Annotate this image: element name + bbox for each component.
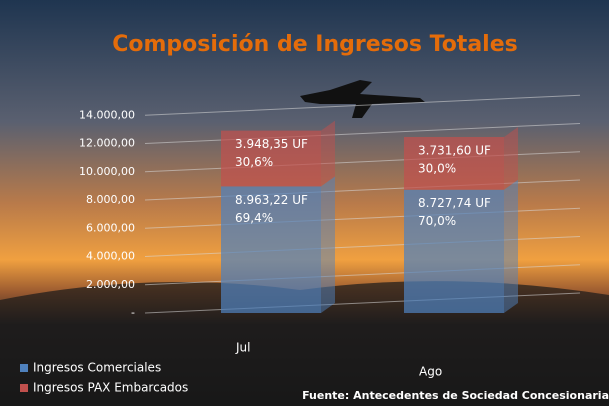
legend-label: Ingresos Comerciales bbox=[33, 361, 161, 375]
share-label: 69,4% bbox=[235, 211, 273, 225]
y-tick-label: 4.000,00 bbox=[86, 250, 135, 263]
bar-segment bbox=[221, 186, 321, 313]
share-label: 30,0% bbox=[418, 162, 456, 176]
value-label: 8.963,22 UF bbox=[235, 193, 308, 207]
value-label: 8.727,74 UF bbox=[418, 196, 491, 210]
x-tick-label: Ago bbox=[419, 365, 442, 379]
y-tick-label: 12.000,00 bbox=[79, 137, 135, 150]
bar-segment bbox=[221, 130, 321, 187]
bar-side bbox=[321, 176, 335, 313]
share-label: 30,6% bbox=[235, 155, 273, 169]
bar-segment bbox=[404, 189, 504, 313]
legend-label: Ingresos PAX Embarcados bbox=[33, 381, 188, 395]
y-tick-label: 6.000,00 bbox=[86, 221, 135, 234]
value-label: 3.948,35 UF bbox=[235, 137, 308, 151]
legend-swatch bbox=[20, 384, 28, 392]
y-tick-label: 14.000,00 bbox=[79, 108, 135, 121]
source: Fuente: Antecedentes de Sociedad Concesi… bbox=[302, 389, 609, 402]
airplane bbox=[300, 80, 425, 118]
bar-side bbox=[321, 120, 335, 187]
grid-line bbox=[144, 94, 581, 116]
bar-segment bbox=[404, 137, 504, 190]
y-tick-label: 8.000,00 bbox=[86, 193, 135, 206]
y-tick-label: 10.000,00 bbox=[79, 165, 135, 178]
bar-side bbox=[504, 127, 518, 190]
x-tick-label: Jul bbox=[235, 341, 250, 355]
y-tick-label: 2.000,00 bbox=[86, 278, 135, 291]
bar-side bbox=[504, 179, 518, 313]
chart-title: Composición de Ingresos Totales bbox=[112, 32, 517, 57]
grid-line bbox=[144, 123, 581, 144]
legend-swatch bbox=[20, 364, 28, 372]
y-tick-label: - bbox=[131, 306, 135, 319]
share-label: 70,0% bbox=[418, 214, 456, 228]
value-label: 3.731,60 UF bbox=[418, 144, 491, 158]
